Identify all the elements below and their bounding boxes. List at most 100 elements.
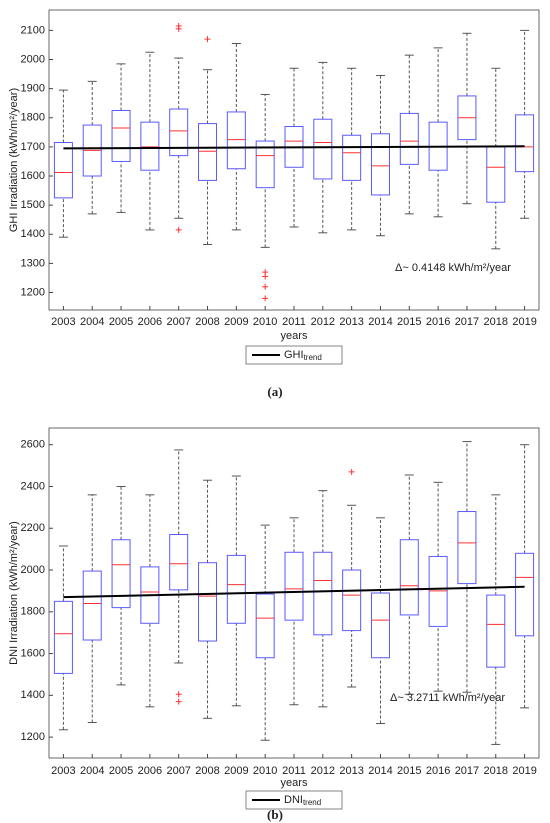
box bbox=[198, 562, 218, 642]
y-tick-label: 2600 bbox=[21, 439, 45, 451]
box bbox=[53, 600, 73, 674]
y-tick-label: 1400 bbox=[21, 689, 45, 701]
plot-area bbox=[48, 427, 540, 759]
outlier bbox=[175, 25, 182, 32]
box bbox=[428, 555, 448, 627]
y-tick-label: 2400 bbox=[21, 480, 45, 492]
x-tick-label: 2003 bbox=[51, 765, 75, 777]
outlier bbox=[348, 468, 355, 475]
x-tick-label: 2014 bbox=[368, 765, 392, 777]
box bbox=[140, 121, 160, 171]
x-tick-label: 2016 bbox=[426, 316, 450, 328]
box bbox=[226, 554, 246, 624]
x-tick-label: 2006 bbox=[138, 316, 162, 328]
box bbox=[399, 112, 419, 165]
legend-box bbox=[245, 790, 343, 810]
y-tick-label: 1800 bbox=[21, 112, 45, 124]
box bbox=[515, 114, 535, 173]
x-tick-label: 2015 bbox=[397, 765, 421, 777]
x-axis-label: years bbox=[281, 777, 308, 789]
outlier bbox=[204, 36, 211, 43]
outlier bbox=[175, 691, 182, 698]
y-tick-label: 1500 bbox=[21, 199, 45, 211]
box bbox=[198, 123, 218, 181]
y-axis-label: DNI Irradiation (kWh/m²/year) bbox=[8, 521, 20, 665]
x-tick-label: 2008 bbox=[195, 316, 219, 328]
y-tick-label: 2000 bbox=[21, 53, 45, 65]
box bbox=[226, 111, 246, 170]
caption: (b) bbox=[267, 807, 283, 822]
x-axis-label: years bbox=[281, 330, 308, 342]
x-tick-label: 2019 bbox=[512, 765, 536, 777]
legend-box bbox=[245, 345, 343, 365]
caption: (a) bbox=[267, 384, 282, 399]
legend-label: GHItrend bbox=[284, 349, 322, 362]
x-tick-label: 2004 bbox=[80, 765, 104, 777]
box bbox=[111, 539, 131, 609]
x-tick-label: 2018 bbox=[484, 765, 508, 777]
outlier bbox=[262, 295, 269, 302]
box bbox=[313, 118, 333, 180]
x-tick-label: 2010 bbox=[253, 316, 277, 328]
y-tick-label: 2200 bbox=[21, 522, 45, 534]
x-tick-label: 2017 bbox=[455, 765, 479, 777]
x-tick-label: 2016 bbox=[426, 765, 450, 777]
y-tick-label: 2000 bbox=[21, 564, 45, 576]
y-tick-label: 1300 bbox=[21, 257, 45, 269]
x-tick-label: 2013 bbox=[339, 316, 363, 328]
legend-sub: trend bbox=[303, 798, 321, 807]
box bbox=[515, 552, 535, 637]
box bbox=[486, 146, 506, 203]
outlier bbox=[262, 283, 269, 290]
y-tick-label: 1600 bbox=[21, 647, 45, 659]
x-tick-label: 2003 bbox=[51, 316, 75, 328]
x-tick-label: 2010 bbox=[253, 765, 277, 777]
x-tick-label: 2012 bbox=[311, 316, 335, 328]
y-tick-label: 1800 bbox=[21, 606, 45, 618]
y-tick-label: 2100 bbox=[21, 24, 45, 36]
x-tick-label: 2009 bbox=[224, 765, 248, 777]
x-tick-label: 2013 bbox=[339, 765, 363, 777]
x-tick-label: 2007 bbox=[166, 765, 190, 777]
x-tick-label: 2019 bbox=[512, 316, 536, 328]
box bbox=[342, 569, 362, 632]
box bbox=[370, 592, 390, 659]
legend-sub: trend bbox=[304, 353, 322, 362]
trend-line bbox=[63, 585, 525, 599]
x-tick-label: 2004 bbox=[80, 316, 104, 328]
x-tick-label: 2018 bbox=[484, 316, 508, 328]
box bbox=[313, 551, 333, 636]
legend-name: DNI bbox=[284, 794, 303, 806]
x-tick-label: 2005 bbox=[109, 765, 133, 777]
box bbox=[111, 109, 131, 162]
y-tick-label: 1200 bbox=[21, 286, 45, 298]
box bbox=[53, 142, 73, 199]
box bbox=[399, 539, 419, 616]
legend-label: DNItrend bbox=[284, 794, 321, 807]
x-tick-label: 2005 bbox=[109, 316, 133, 328]
box bbox=[486, 594, 506, 668]
box bbox=[169, 534, 189, 591]
y-tick-label: 1700 bbox=[21, 141, 45, 153]
box bbox=[255, 593, 275, 659]
x-tick-label: 2017 bbox=[455, 316, 479, 328]
y-tick-label: 1400 bbox=[21, 228, 45, 240]
y-tick-label: 1900 bbox=[21, 83, 45, 95]
box bbox=[169, 108, 189, 157]
legend-name: GHI bbox=[284, 349, 304, 361]
annotation: Δ~ 0.4148 kWh/m²/year bbox=[395, 262, 511, 274]
x-tick-label: 2007 bbox=[166, 316, 190, 328]
trend-line bbox=[63, 145, 525, 150]
box bbox=[255, 140, 275, 189]
x-tick-label: 2009 bbox=[224, 316, 248, 328]
x-tick-label: 2008 bbox=[195, 765, 219, 777]
box bbox=[342, 134, 362, 181]
x-tick-label: 2006 bbox=[138, 765, 162, 777]
x-tick-label: 2012 bbox=[311, 765, 335, 777]
annotation: Δ~ 3.2711 kWh/m²/year bbox=[390, 692, 505, 704]
outlier bbox=[175, 226, 182, 233]
x-tick-label: 2011 bbox=[282, 316, 306, 328]
box bbox=[284, 551, 304, 621]
x-tick-label: 2014 bbox=[368, 316, 392, 328]
